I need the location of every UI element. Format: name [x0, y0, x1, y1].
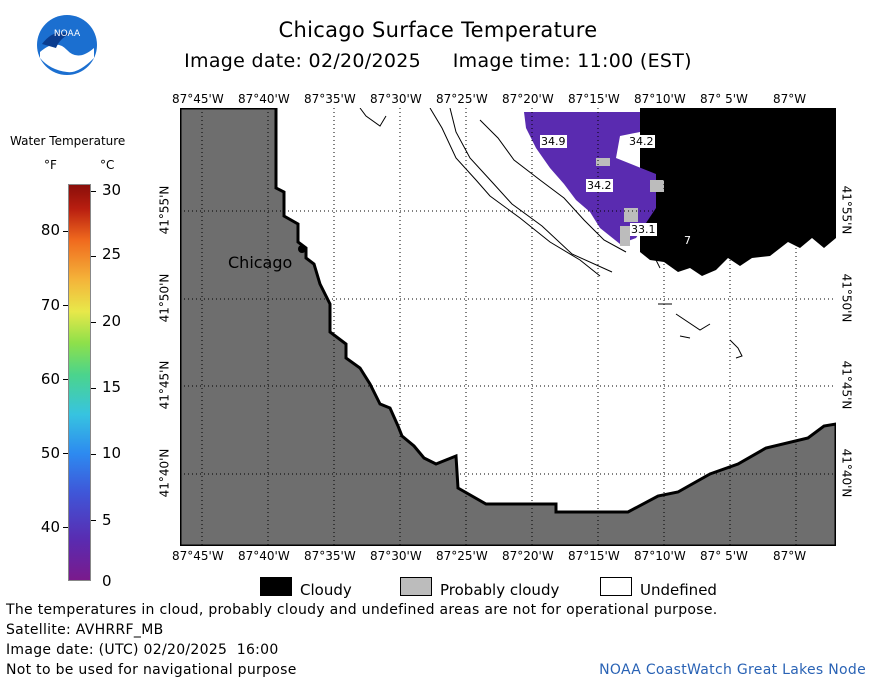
cloudy-area [640, 108, 836, 276]
unit-celsius: °C [100, 158, 115, 172]
probably-cloudy-label: Probably cloudy [440, 581, 560, 599]
image-date-time: Image date: 02/20/2025 Image time: 11:00… [184, 50, 692, 72]
lon-label-bottom: 87°35'W [304, 549, 356, 563]
c-tickmark [91, 191, 96, 192]
noaa-logo-icon: NOAA [36, 14, 98, 76]
c-tickmark [91, 520, 96, 521]
temperature-map: 34.9 34.2 34.2 33.1 7 Chicago [180, 108, 836, 546]
temp-label: 34.2 [586, 179, 613, 192]
undefined-swatch [600, 577, 632, 596]
c-tick: 30 [102, 181, 122, 199]
f-tick: 40 [40, 518, 60, 536]
f-tick: 70 [40, 296, 60, 314]
temp-label: 7 [684, 234, 691, 247]
lat-label-left: 41°55'N [157, 185, 172, 235]
c-tickmark [91, 454, 96, 455]
f-tickmark [63, 379, 68, 380]
f-tickmark [63, 305, 68, 306]
graticule [180, 108, 836, 546]
probably-cloudy-patch [624, 208, 638, 222]
cloudy-label: Cloudy [300, 581, 352, 599]
lon-label-bottom: 87°45'W [172, 549, 224, 563]
city-label-chicago: Chicago [228, 253, 293, 272]
c-tick: 25 [102, 245, 122, 263]
f-tick: 50 [40, 444, 60, 462]
c-tick: 0 [102, 572, 112, 590]
lon-label-top: 87°45'W [172, 92, 224, 106]
lon-label-top: 87°30'W [370, 92, 422, 106]
probably-cloudy-patch [620, 226, 630, 246]
lat-label-right: 41°45'N [839, 360, 854, 410]
lon-label-bottom: 87°10'W [634, 549, 686, 563]
c-tick: 15 [102, 378, 122, 396]
lon-label-top: 87°35'W [304, 92, 356, 106]
lon-label-top: 87°40'W [238, 92, 290, 106]
lon-label-top: 87°25'W [436, 92, 488, 106]
f-tickmark [63, 527, 68, 528]
f-tick: 80 [40, 221, 60, 239]
c-tick: 20 [102, 312, 122, 330]
unit-fahrenheit: °F [44, 158, 57, 172]
c-tick: 5 [102, 511, 112, 529]
f-tickmark [63, 453, 68, 454]
lat-label-left: 41°50'N [157, 273, 172, 323]
lon-label-bottom: 87°W [773, 549, 807, 563]
lon-label-bottom: 87°40'W [238, 549, 290, 563]
undefined-label: Undefined [640, 581, 717, 599]
lat-label-left: 41°45'N [157, 360, 172, 410]
cloudy-swatch [260, 577, 292, 596]
lon-label-bottom: 87°15'W [568, 549, 620, 563]
credit-link[interactable]: NOAA CoastWatch Great Lakes Node [599, 662, 866, 678]
c-tickmark [91, 322, 96, 323]
f-tick: 60 [40, 370, 60, 388]
probably-cloudy-patch [596, 158, 610, 166]
page-title: Chicago Surface Temperature [278, 18, 598, 42]
temp-label: 34.9 [540, 135, 567, 148]
footer-image-date: Image date: (UTC) 02/20/2025 16:00 [6, 642, 279, 658]
temp-label: 34.2 [628, 135, 655, 148]
lon-label-top: 87°10'W [634, 92, 686, 106]
c-tickmark [91, 388, 96, 389]
lon-label-top: 87°15'W [568, 92, 620, 106]
lat-label-left: 41°40'N [157, 448, 172, 498]
lat-label-right: 41°50'N [839, 273, 854, 323]
legend-title: Water Temperature [10, 134, 126, 148]
lat-label-right: 41°40'N [839, 448, 854, 498]
temp-label: 33.1 [630, 223, 657, 236]
probably-cloudy-swatch [400, 577, 432, 596]
lon-label-bottom: 87° 5'W [700, 549, 748, 563]
footer-navigation-note: Not to be used for navigational purpose [6, 662, 297, 678]
lon-label-bottom: 87°30'W [370, 549, 422, 563]
probably-cloudy-patch [650, 180, 664, 192]
footer-disclaimer: The temperatures in cloud, probably clou… [6, 602, 718, 618]
c-tickmark [91, 256, 96, 257]
c-tick: 10 [102, 444, 122, 462]
lon-label-top: 87°W [773, 92, 807, 106]
temperature-colorbar [68, 184, 91, 581]
footer-satellite: Satellite: AVHRRF_MB [6, 622, 164, 638]
lat-label-right: 41°55'N [839, 185, 854, 235]
lon-label-top: 87°20'W [502, 92, 554, 106]
lon-label-bottom: 87°20'W [502, 549, 554, 563]
lon-label-bottom: 87°25'W [436, 549, 488, 563]
svg-text:NOAA: NOAA [54, 29, 81, 39]
lon-label-top: 87° 5'W [700, 92, 748, 106]
depth-contours [359, 108, 743, 359]
f-tickmark [63, 231, 68, 232]
chicago-marker [298, 245, 306, 253]
